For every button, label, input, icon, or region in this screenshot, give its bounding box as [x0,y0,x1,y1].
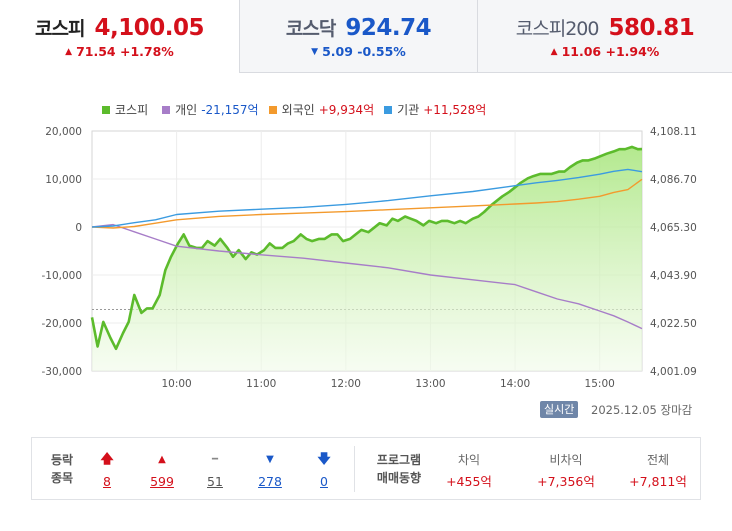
legend-label: 개인 [175,103,198,117]
series-area-코스피 [92,146,642,371]
intraday-chart: 20,000 4,108.11 10,000 4,086.70 0 4,065.30 -10… [41,126,697,388]
tab-kospi-rate: +1.78% [119,44,174,59]
x-axis-tick-label: 14:00 [500,378,530,388]
legend-value: +9,934억 [318,103,375,117]
tab-kospi200[interactable]: 코스피200 580.81 ▲ 11.06 +1.94% [477,0,732,73]
down-arrow-icon: ▼ [311,46,319,57]
legend-item-foreign[interactable]: 외국인 +9,934억 [268,101,375,118]
legend-swatch [102,105,110,114]
left-axis-tick-label: -20,000 [41,318,82,330]
x-axis-tick-label: 10:00 [161,378,191,388]
count-unchanged-value[interactable]: 51 [207,474,223,489]
program-trading-header-line2: 매매동향 [376,471,422,485]
index-tabs: 코스피 4,100.05 ▲ 71.54 +1.78% 코스닥 924.74 ▼… [0,0,732,73]
x-axis-tick-label: 13:00 [415,378,445,388]
tab-kosdaq[interactable]: 코스닥 924.74 ▼ 5.09 -0.55% [239,0,477,73]
program-arbitrage-label: 차익 [457,453,481,467]
program-non-arbitrage-label: 비차익 [549,453,583,467]
program-non-arbitrage: 비차익 +7,356억 [526,451,606,491]
advance-decline-header-line1: 등락 [50,453,74,467]
right-axis-tick-label: 4,043.90 [650,270,697,282]
program-arbitrage: 차익 +455억 [436,451,502,491]
program-total: 전체 +7,811억 [618,451,698,491]
right-axis-tick-label: 4,065.30 [650,222,697,234]
unchanged-dash-icon: ━ [211,454,219,465]
series-line-코스피 [90,145,643,351]
program-trading-header: 프로그램 매매동향 [366,451,432,487]
tab-kospi200-value: 580.81 [608,15,695,41]
advance-decline-header-line2: 종목 [50,471,74,485]
count-fall-value[interactable]: 278 [258,474,282,489]
market-stats-panel: 등락 종목 🡅 8 ▲ 599 ━ 51 ▼ 278 🡇 0 프로그램 매매동향… [31,437,701,500]
up-arrow-icon: ▲ [65,46,73,57]
legend-swatch [384,105,393,114]
tab-kospi200-change: 11.06 [561,44,602,59]
tab-kospi200-name: 코스피200 [515,18,600,40]
rise-arrow-icon: ▲ [158,454,166,465]
legend-item-individual[interactable]: 개인 -21,157억 [162,101,259,118]
right-axis-tick-label: 4,001.09 [650,366,697,378]
x-axis-tick-label: 11:00 [246,378,276,388]
legend-label: 외국인 [281,103,315,117]
tab-kospi200-rate: +1.94% [605,44,660,59]
left-axis-tick-label: 0 [75,222,82,234]
tab-kospi[interactable]: 코스피 4,100.05 ▲ 71.54 +1.78% [0,0,239,73]
tab-kosdaq-name: 코스닥 [285,18,336,40]
upper-limit-arrow-icon: 🡅 [100,452,114,467]
legend-label: 기관 [397,103,420,117]
legend-value: -21,157억 [201,103,259,117]
left-axis-tick-label: 20,000 [45,126,82,138]
advance-decline-header: 등락 종목 [40,451,84,487]
x-axis-tick-label: 15:00 [585,378,615,388]
program-non-arbitrage-value: +7,356억 [537,474,595,489]
x-axis-tick-label: 12:00 [331,378,361,388]
legend-swatch [268,105,277,114]
count-upper-limit-value[interactable]: 8 [103,474,111,489]
left-axis-tick-label: 10,000 [45,174,82,186]
tab-kosdaq-rate: -0.55% [357,44,406,59]
legend-item-kospi[interactable]: 코스피 [102,101,152,118]
tab-kospi-value: 4,100.05 [94,15,204,41]
tab-kospi-change: 71.54 [76,44,116,59]
legend-item-institution[interactable]: 기관 +11,528억 [384,101,486,118]
series-line-외국인 [91,178,643,229]
series-line-개인 [91,223,643,330]
program-total-value: +7,811억 [629,474,687,489]
legend-label: 코스피 [115,103,149,117]
right-axis-tick-label: 4,108.11 [650,126,697,138]
count-fall: ▼ 278 [251,451,289,491]
left-axis-tick-label: -30,000 [41,366,82,378]
chart-legend: 코스피 개인 -21,157억 외국인 +9,934억 기관 +11,528억 [102,101,496,118]
count-lower-limit: 🡇 0 [307,451,341,491]
right-axis-tick-label: 4,086.70 [650,174,697,186]
market-date-status: 2025.12.05 장마감 [591,403,693,417]
right-axis-tick-label: 4,022.50 [650,318,697,330]
tab-kosdaq-change: 5.09 [322,44,353,59]
up-arrow-icon: ▲ [550,46,558,57]
count-upper-limit: 🡅 8 [90,451,124,491]
fall-arrow-icon: ▼ [266,454,274,465]
left-axis-tick-label: -10,000 [41,270,82,282]
program-trading-header-line1: 프로그램 [376,453,422,467]
count-rise: ▲ 599 [143,451,181,491]
divider [354,446,355,492]
tab-kosdaq-value: 924.74 [345,15,432,41]
realtime-button[interactable]: 실시간 [540,401,579,418]
count-lower-limit-value[interactable]: 0 [320,474,328,489]
series-line-기관 [91,168,643,228]
program-total-label: 전체 [646,453,670,467]
tab-kospi-name: 코스피 [35,18,85,40]
lower-limit-arrow-icon: 🡇 [317,452,331,467]
count-unchanged: ━ 51 [198,451,232,491]
legend-swatch [162,105,171,114]
count-rise-value[interactable]: 599 [150,474,174,489]
program-arbitrage-value: +455억 [446,474,492,489]
legend-value: +11,528억 [423,103,487,117]
